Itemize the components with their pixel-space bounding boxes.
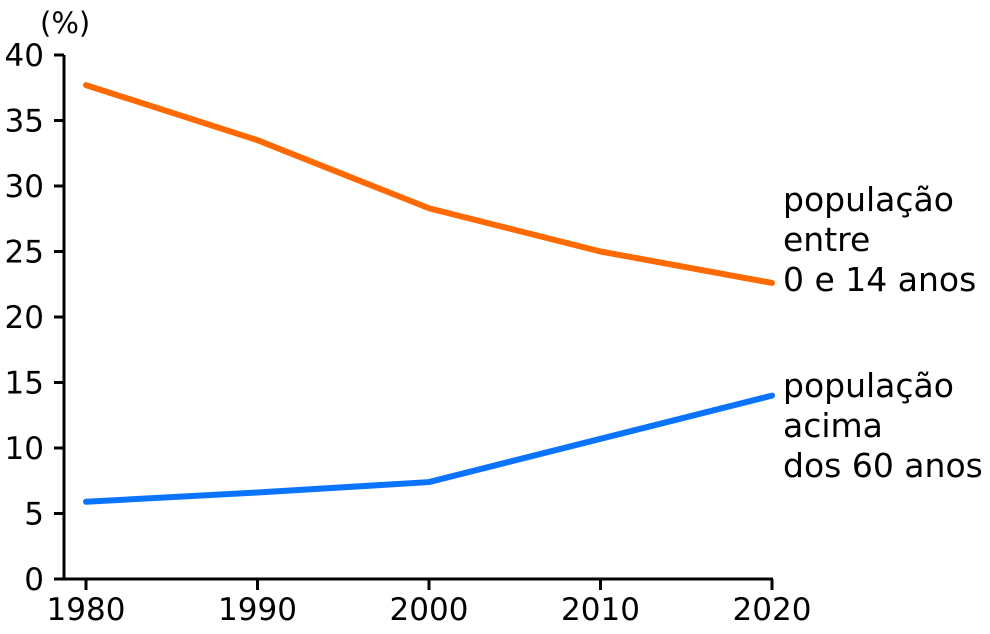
y-tick-label: 35 bbox=[5, 104, 44, 140]
y-tick-label: 15 bbox=[5, 366, 44, 402]
x-tick-label: 1980 bbox=[47, 592, 126, 628]
series-line-1 bbox=[83, 392, 775, 505]
x-tick-label: 2020 bbox=[733, 592, 812, 628]
x-axis-ticks: 1980 1990 2000 2010 2020 bbox=[47, 579, 812, 628]
y-tick-label: 20 bbox=[5, 300, 44, 336]
series-label-line: entre bbox=[783, 220, 870, 259]
series-label-line: 0 e 14 anos bbox=[783, 260, 976, 299]
x-tick-label: 2000 bbox=[390, 592, 469, 628]
y-tick-label: 25 bbox=[5, 235, 44, 271]
y-axis-ticks: 0 5 10 15 20 25 30 35 40 bbox=[5, 38, 64, 598]
series-label-line: dos 60 anos bbox=[783, 446, 983, 485]
y-tick-label: 0 bbox=[24, 562, 44, 598]
x-tick-label: 2010 bbox=[561, 592, 640, 628]
series-label-line: população bbox=[783, 366, 954, 405]
series-lines bbox=[83, 82, 775, 505]
series-label-line: acima bbox=[783, 406, 883, 445]
y-tick-label: 30 bbox=[5, 169, 44, 205]
y-tick-label: 40 bbox=[5, 38, 44, 74]
y-tick-label: 5 bbox=[24, 497, 44, 533]
series-line-0 bbox=[83, 82, 775, 286]
x-tick-label: 1990 bbox=[218, 592, 297, 628]
series-label-line: população bbox=[783, 180, 954, 219]
y-tick-label: 10 bbox=[5, 431, 44, 467]
y-axis-unit-label: (%) bbox=[40, 6, 90, 40]
